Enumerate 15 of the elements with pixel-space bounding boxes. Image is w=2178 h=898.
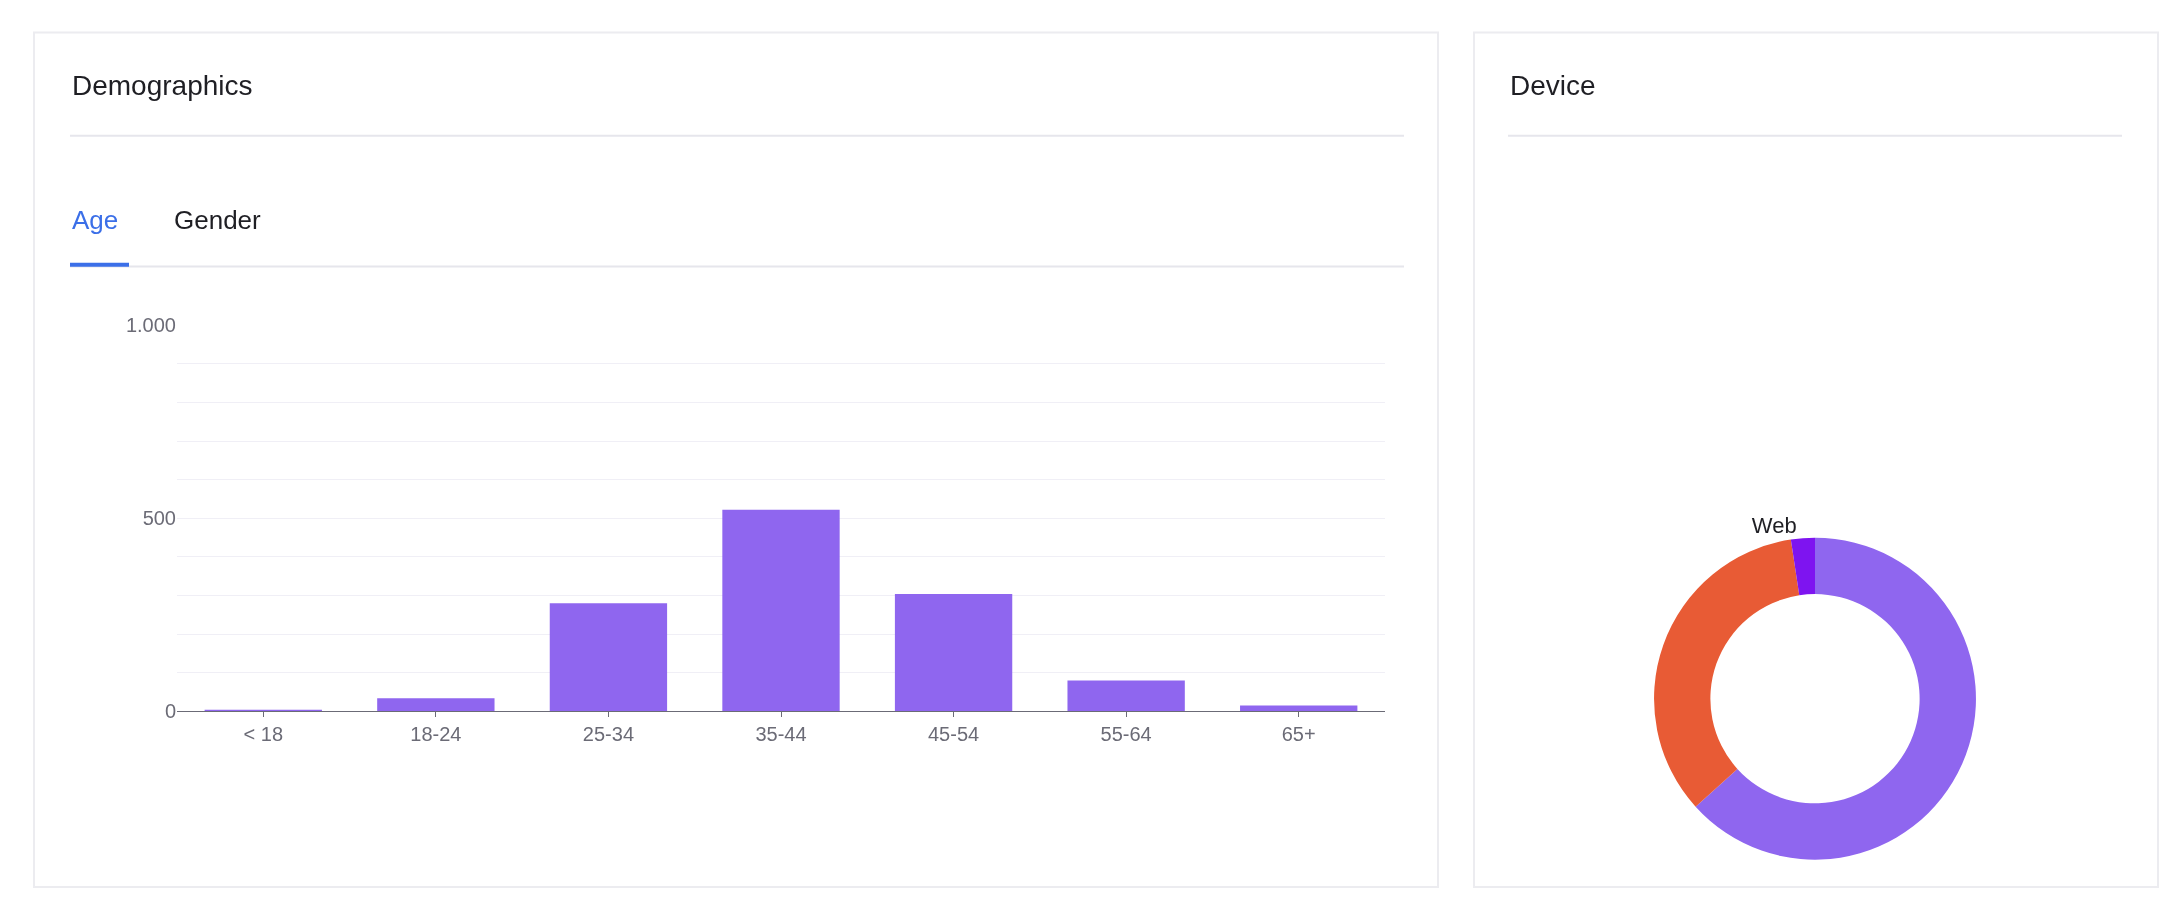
y-tick-label: 500 [142, 507, 176, 530]
x-tick-label: 45-54 [927, 723, 980, 746]
x-tick-label: 65+ [1281, 723, 1316, 746]
slice-label: Web [1751, 513, 1797, 539]
y-tick-label: 1.000 [125, 314, 176, 337]
y-tick-label: 0 [164, 700, 176, 723]
x-tick-label: 55-64 [1100, 723, 1152, 746]
x-tick-label: 18-24 [410, 723, 462, 746]
x-tick-label: 35-44 [755, 723, 807, 746]
text: Gender [174, 205, 262, 235]
chart-title: Demographics [72, 70, 253, 101]
chart-title: Device [1510, 70, 1596, 101]
x-tick-label: 25-34 [582, 723, 635, 746]
x-tick-label: < 18 [243, 723, 284, 746]
text: Age [72, 205, 119, 235]
